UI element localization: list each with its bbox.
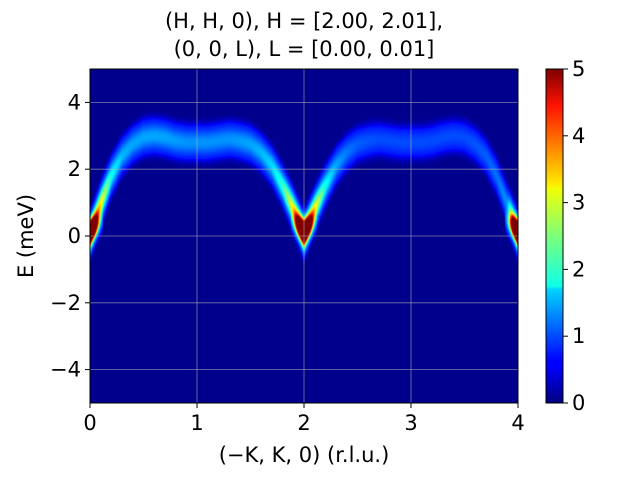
grid [90,69,518,403]
x-tick-label: 1 [190,411,203,435]
x-tick-label: 3 [404,411,417,435]
chart-title-line-2: (0, 0, L), L = [0.00, 0.01] [174,37,435,61]
y-axis: −4 −2 0 2 4 [50,90,90,382]
y-tick-label: 4 [68,90,81,114]
colorbar-tick-label: 0 [572,391,585,415]
y-tick-label: 2 [68,157,81,181]
colorbar [545,68,564,404]
x-axis: 0 1 2 3 4 [83,403,525,435]
y-axis-label: E (meV) [14,194,38,278]
x-tick-label: 2 [297,411,310,435]
y-tick-label: −4 [50,358,81,382]
x-tick-label: 0 [83,411,96,435]
colorbar-tick-label: 2 [572,257,585,281]
y-tick-label: −2 [50,291,81,315]
colorbar-tick-label: 3 [572,191,585,215]
colorbar-tick-label: 1 [572,324,585,348]
colorbar-tick-label: 4 [572,124,585,148]
colorbar-axis: 0 1 2 3 4 5 [563,57,585,415]
y-tick-label: 0 [68,224,81,248]
x-tick-label: 4 [511,411,524,435]
chart-title-line-1: (H, H, 0), H = [2.00, 2.01], [165,9,443,33]
x-axis-label: (−K, K, 0) (r.l.u.) [219,443,390,467]
colorbar-tick-label: 5 [572,57,585,81]
